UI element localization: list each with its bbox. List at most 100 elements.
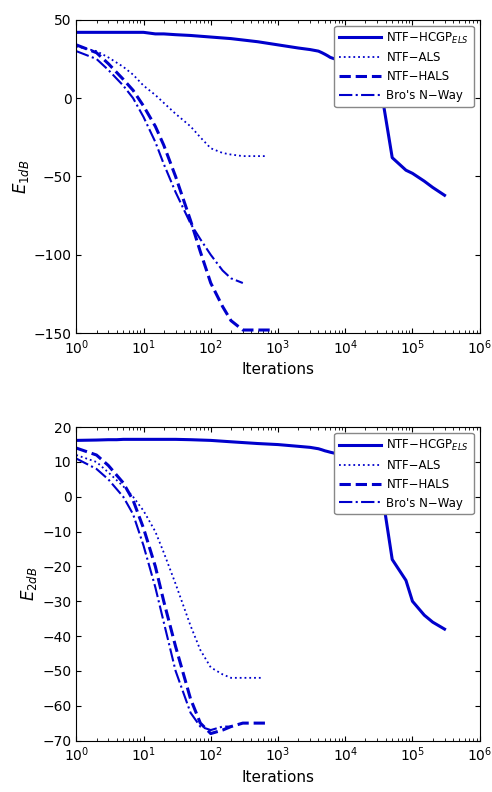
NTF−HALS	[73, 40, 79, 50]
Bro's N−Way	[73, 454, 79, 463]
NTF−HALS	[255, 718, 261, 728]
NTF−ALS	[173, 109, 179, 119]
NTF−HCGP$_{ELS}$	[354, 452, 360, 462]
NTF−HCGP$_{ELS}$	[319, 48, 325, 58]
Bro's N−Way	[228, 722, 234, 731]
NTF−HALS	[228, 722, 234, 731]
NTF−HCGP$_{ELS}$	[121, 28, 126, 37]
NTF−HALS	[73, 444, 79, 453]
Line: Bro's N−Way: Bro's N−Way	[76, 51, 243, 283]
Bro's N−Way	[93, 464, 99, 474]
Line: NTF−ALS: NTF−ALS	[76, 47, 268, 156]
NTF−HCGP$_{ELS}$	[430, 618, 435, 627]
Bro's N−Way	[141, 541, 147, 550]
Bro's N−Way	[228, 273, 234, 283]
NTF−HCGP$_{ELS}$	[315, 444, 321, 454]
NTF−HCGP$_{ELS}$	[421, 177, 427, 186]
NTF−HCGP$_{ELS}$	[307, 443, 313, 452]
NTF−HALS	[240, 718, 246, 728]
Bro's N−Way	[161, 618, 167, 627]
Bro's N−Way	[219, 722, 225, 731]
NTF−HCGP$_{ELS}$	[153, 435, 158, 444]
NTF−HCGP$_{ELS}$	[442, 191, 448, 200]
NTF−HCGP$_{ELS}$	[105, 435, 111, 444]
NTF−HALS	[219, 302, 225, 311]
NTF−HCGP$_{ELS}$	[327, 447, 333, 457]
NTF−HALS	[173, 642, 179, 651]
NTF−ALS	[208, 143, 214, 153]
Bro's N−Way	[121, 81, 126, 90]
Bro's N−Way	[187, 708, 193, 718]
X-axis label: Iterations: Iterations	[242, 770, 314, 785]
NTF−HCGP$_{ELS}$	[275, 440, 281, 449]
NTF−HCGP$_{ELS}$	[141, 435, 147, 444]
NTF−HCGP$_{ELS}$	[342, 57, 348, 67]
NTF−HCGP$_{ELS}$	[93, 436, 99, 445]
NTF−HCGP$_{ELS}$	[430, 183, 435, 192]
NTF−HCGP$_{ELS}$	[208, 32, 214, 42]
NTF−HCGP$_{ELS}$	[130, 28, 136, 37]
NTF−HCGP$_{ELS}$	[134, 28, 140, 37]
NTF−HCGP$_{ELS}$	[403, 166, 409, 175]
Bro's N−Way	[187, 219, 193, 228]
NTF−ALS	[248, 151, 254, 161]
NTF−HCGP$_{ELS}$	[363, 454, 369, 463]
Line: NTF−HALS: NTF−HALS	[76, 45, 272, 330]
Line: Bro's N−Way: Bro's N−Way	[76, 459, 231, 730]
NTF−HCGP$_{ELS}$	[153, 29, 158, 39]
NTF−HALS	[240, 326, 246, 335]
NTF−HCGP$_{ELS}$	[275, 40, 281, 50]
Y-axis label: $E_{2dB}$: $E_{2dB}$	[19, 566, 39, 601]
NTF−HCGP$_{ELS}$	[125, 435, 131, 444]
NTF−HCGP$_{ELS}$	[332, 54, 338, 63]
Legend: NTF−HCGP$_{ELS}$, NTF−ALS, NTF−HALS, Bro's N−Way: NTF−HCGP$_{ELS}$, NTF−ALS, NTF−HALS, Bro…	[335, 433, 474, 514]
NTF−HCGP$_{ELS}$	[228, 437, 234, 447]
NTF−HALS	[121, 478, 126, 488]
Bro's N−Way	[219, 266, 225, 276]
NTF−ALS	[228, 150, 234, 159]
NTF−HCGP$_{ELS}$	[389, 554, 395, 564]
NTF−ALS	[255, 673, 261, 683]
NTF−HALS	[105, 461, 111, 470]
Legend: NTF−HCGP$_{ELS}$, NTF−ALS, NTF−HALS, Bro's N−Way: NTF−HCGP$_{ELS}$, NTF−ALS, NTF−HALS, Bro…	[335, 25, 474, 107]
NTF−HCGP$_{ELS}$	[134, 435, 140, 444]
NTF−HCGP$_{ELS}$	[105, 28, 111, 37]
NTF−ALS	[73, 42, 79, 51]
NTF−HCGP$_{ELS}$	[161, 435, 167, 444]
NTF−ALS	[187, 621, 193, 630]
NTF−HCGP$_{ELS}$	[336, 450, 341, 459]
NTF−HCGP$_{ELS}$	[315, 47, 321, 56]
NTF−HCGP$_{ELS}$	[389, 153, 395, 162]
X-axis label: Iterations: Iterations	[242, 362, 314, 377]
Bro's N−Way	[73, 47, 79, 56]
NTF−ALS	[228, 673, 234, 683]
NTF−HALS	[208, 278, 214, 287]
NTF−HCGP$_{ELS}$	[409, 169, 415, 178]
NTF−HCGP$_{ELS}$	[137, 28, 143, 37]
NTF−HCGP$_{ELS}$	[325, 447, 331, 456]
NTF−HCGP$_{ELS}$	[336, 55, 341, 65]
Bro's N−Way	[105, 65, 111, 74]
NTF−HCGP$_{ELS}$	[319, 445, 325, 455]
Bro's N−Way	[240, 278, 246, 287]
NTF−HALS	[105, 59, 111, 68]
Bro's N−Way	[161, 159, 167, 169]
NTF−ALS	[265, 151, 271, 161]
Bro's N−Way	[93, 54, 99, 63]
NTF−HCGP$_{ELS}$	[354, 59, 360, 68]
NTF−ALS	[130, 492, 136, 501]
Line: NTF−HCGP$_{ELS}$: NTF−HCGP$_{ELS}$	[76, 32, 445, 196]
NTF−ALS	[105, 467, 111, 477]
NTF−HALS	[130, 86, 136, 95]
NTF−ALS	[260, 673, 266, 683]
NTF−HALS	[161, 596, 167, 606]
Bro's N−Way	[173, 188, 179, 197]
NTF−ALS	[187, 122, 193, 131]
NTF−HALS	[197, 247, 203, 257]
Y-axis label: $E_{1dB}$: $E_{1dB}$	[11, 159, 31, 194]
NTF−HCGP$_{ELS}$	[442, 624, 448, 634]
NTF−ALS	[240, 673, 246, 683]
NTF−HALS	[187, 694, 193, 703]
Bro's N−Way	[105, 474, 111, 484]
NTF−HCGP$_{ELS}$	[137, 435, 143, 444]
